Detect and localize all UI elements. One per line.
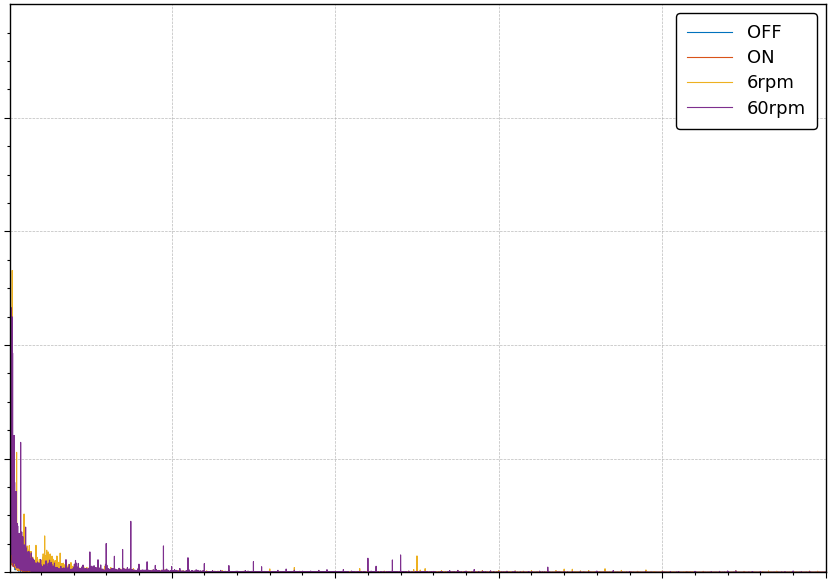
OFF — [787, 569, 797, 576]
ON — [535, 569, 545, 576]
6rpm — [710, 569, 720, 576]
6rpm — [5, 28, 15, 35]
OFF — [803, 569, 813, 576]
6rpm — [461, 569, 471, 576]
60rpm — [821, 569, 830, 576]
OFF — [643, 569, 653, 576]
60rpm — [5, 141, 15, 148]
60rpm — [535, 569, 545, 576]
60rpm — [5, 483, 15, 490]
6rpm — [411, 569, 421, 576]
ON — [5, 400, 15, 407]
6rpm — [5, 471, 15, 478]
60rpm — [643, 569, 653, 576]
60rpm — [461, 569, 471, 576]
OFF — [411, 569, 421, 576]
ON — [411, 569, 421, 576]
6rpm — [535, 569, 545, 576]
OFF — [461, 569, 471, 576]
60rpm — [759, 569, 769, 576]
OFF — [821, 569, 830, 576]
ON — [461, 569, 471, 576]
ON — [461, 569, 471, 576]
ON — [787, 569, 797, 576]
6rpm — [821, 569, 830, 576]
Line: ON: ON — [10, 403, 826, 572]
OFF — [5, 152, 15, 159]
6rpm — [461, 569, 471, 576]
6rpm — [787, 569, 797, 576]
Line: OFF: OFF — [10, 155, 826, 572]
ON — [643, 569, 653, 576]
6rpm — [643, 569, 653, 576]
OFF — [461, 569, 471, 576]
60rpm — [787, 569, 797, 576]
60rpm — [411, 569, 421, 576]
ON — [821, 569, 830, 576]
ON — [5, 502, 15, 509]
Line: 6rpm: 6rpm — [10, 31, 826, 572]
60rpm — [461, 569, 471, 576]
OFF — [535, 569, 545, 576]
Legend: OFF, ON, 6rpm, 60rpm: OFF, ON, 6rpm, 60rpm — [676, 13, 817, 129]
Line: 60rpm: 60rpm — [10, 144, 826, 572]
ON — [816, 569, 826, 576]
